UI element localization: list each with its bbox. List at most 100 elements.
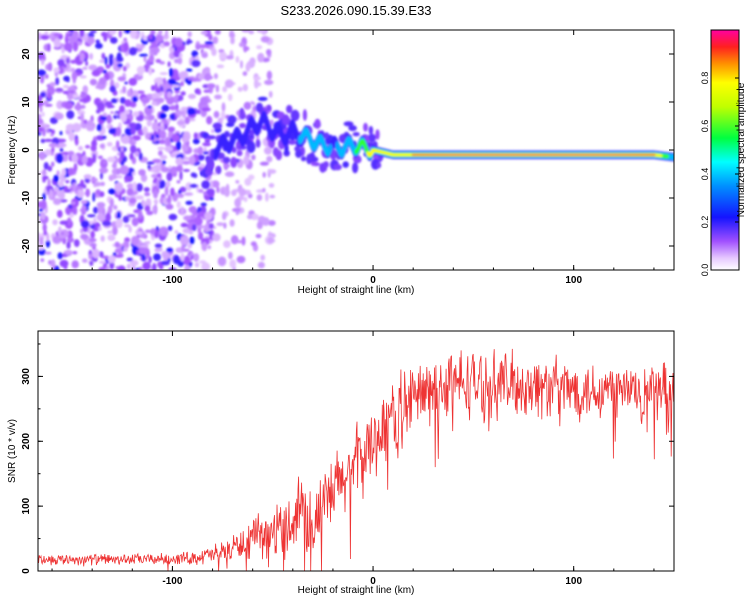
- snr-y-label: SNR (10 * v/v): [7, 419, 18, 483]
- noise-blob: [159, 139, 166, 145]
- noise-blob: [136, 183, 143, 192]
- noise-blob: [268, 183, 275, 188]
- noise-blob: [176, 120, 185, 126]
- noise-blob: [251, 154, 256, 161]
- noise-blob: [130, 260, 139, 267]
- noise-blob: [132, 95, 138, 103]
- noise-blob: [152, 205, 157, 214]
- x-tick-label: 0: [370, 275, 376, 286]
- noise-blob: [89, 260, 94, 267]
- ridge-halo: [255, 139, 261, 148]
- noise-blob: [114, 182, 124, 193]
- noise-blob: [182, 157, 191, 160]
- noise-blob: [91, 69, 101, 77]
- noise-blob: [86, 125, 95, 132]
- colorbar-tick-label: 0.2: [700, 216, 710, 229]
- noise-blob: [211, 180, 220, 188]
- noise-blob: [175, 93, 179, 100]
- noise-blob: [57, 142, 67, 148]
- noise-blob: [113, 205, 118, 210]
- noise-blob: [115, 168, 121, 175]
- noise-blob: [173, 49, 181, 58]
- noise-blob: [143, 55, 147, 63]
- noise-blob: [212, 233, 221, 242]
- noise-blob: [119, 151, 125, 159]
- noise-blob: [97, 205, 104, 215]
- ridge-halo: [306, 153, 312, 165]
- noise-blob: [38, 113, 42, 119]
- noise-blob: [39, 105, 43, 113]
- noise-blob: [167, 78, 176, 85]
- noise-blob: [212, 36, 219, 44]
- noise-blob: [124, 224, 131, 228]
- signal-ridge: [200, 96, 674, 178]
- noise-blob: [132, 181, 137, 192]
- noise-blob: [201, 107, 211, 112]
- noise-blob: [161, 104, 170, 112]
- noise-blob: [80, 113, 85, 122]
- noise-blob: [250, 241, 257, 247]
- noise-blob: [43, 162, 49, 170]
- noise-blob: [203, 223, 211, 233]
- noise-blob: [85, 60, 89, 67]
- noise-blob: [243, 155, 250, 166]
- noise-blob: [74, 191, 79, 195]
- noise-blob: [71, 201, 76, 205]
- noise-blob: [126, 89, 132, 97]
- noise-blob: [224, 171, 235, 177]
- noise-blob: [111, 98, 118, 104]
- noise-blob: [188, 93, 196, 100]
- colorbar-tick-label: 0.8: [700, 72, 710, 85]
- noise-blob: [167, 61, 171, 68]
- noise-blob: [259, 161, 269, 166]
- y-tick-label: 100: [21, 497, 32, 514]
- noise-blob: [92, 153, 97, 164]
- noise-blob: [176, 201, 181, 209]
- noise-blob: [104, 101, 113, 107]
- noise-blob: [61, 151, 70, 155]
- noise-blob: [89, 52, 93, 60]
- noise-blob: [132, 111, 140, 117]
- noise-blob: [162, 77, 167, 85]
- noise-blob: [180, 91, 186, 96]
- noise-blob: [257, 52, 265, 63]
- ridge-halo: [216, 165, 222, 175]
- noise-blob: [183, 169, 190, 172]
- noise-blob: [176, 180, 181, 184]
- noise-blob: [193, 173, 198, 179]
- noise-blob: [151, 46, 160, 54]
- noise-blob: [241, 30, 251, 33]
- snr-series-line: [38, 348, 674, 571]
- ridge-halo: [314, 118, 321, 129]
- colorbar-tick-label: 0.0: [700, 264, 710, 277]
- noise-blob: [229, 33, 236, 38]
- noise-blob: [193, 132, 198, 140]
- ridge-halo: [353, 156, 362, 164]
- noise-blob: [38, 69, 47, 77]
- noise-blob: [67, 31, 72, 35]
- noise-blob: [228, 251, 233, 260]
- noise-blob: [44, 251, 52, 255]
- noise-blob: [232, 207, 241, 213]
- ridge-halo: [239, 122, 246, 129]
- noise-blob: [149, 228, 156, 235]
- noise-blob: [155, 126, 165, 130]
- noise-blob: [154, 243, 163, 249]
- snr-panel: -100 0 100 0 100 200 300 Height of straight li…: [7, 330, 675, 596]
- ridge-halo: [275, 149, 283, 161]
- noise-blob: [68, 131, 75, 142]
- noise-blob: [68, 167, 74, 176]
- noise-blob: [96, 202, 106, 208]
- noise-blob: [151, 121, 159, 132]
- noise-blob: [93, 206, 99, 214]
- noise-blob: [189, 252, 194, 256]
- noise-blob: [105, 265, 110, 270]
- noise-blob: [108, 127, 117, 135]
- noise-blob: [42, 169, 46, 176]
- ridge-halo: [227, 115, 237, 125]
- noise-blob: [223, 240, 231, 249]
- noise-blob: [50, 161, 55, 167]
- noise-blob: [148, 256, 152, 264]
- noise-blob: [151, 92, 160, 100]
- noise-blob: [167, 225, 173, 231]
